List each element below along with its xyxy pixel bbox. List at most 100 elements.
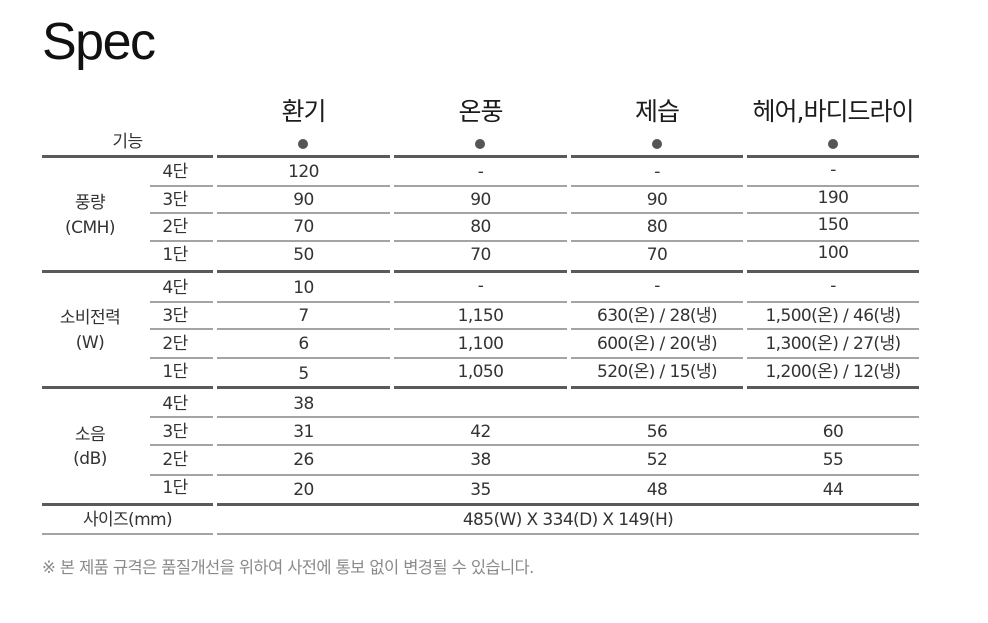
divider [394,270,567,273]
airflow-cell: 70 [646,245,668,265]
noise-cell: 55 [822,450,844,470]
step-label: 4단 [162,278,188,298]
divider [217,155,390,158]
divider [571,357,743,359]
step-label: 2단 [162,334,188,354]
airflow-cell: 80 [646,217,668,237]
section-label-noise: 소음 [74,425,106,445]
power-cell: 7 [298,306,309,326]
noise-cell: 42 [470,422,491,442]
divider [42,503,213,506]
divider [42,270,213,273]
noise-cell: 48 [646,480,668,500]
divider [217,444,919,446]
divider [394,185,567,187]
power-cell: 520(온) / 15(냉) [596,362,718,382]
divider [571,185,743,187]
noise-cell [747,390,919,418]
power-cell: 1,200(온) / 12(냉) [765,362,901,382]
section-label-airflow: 풍량 [74,193,106,213]
divider [42,386,213,389]
power-cell: 1,500(온) / 46(냉) [765,306,901,326]
divider [747,240,919,242]
divider [42,533,213,535]
divider [394,155,567,158]
divider [571,270,743,273]
power-cell: 1,050 [457,362,504,382]
divider [150,328,213,330]
feature-dot-icon [475,139,485,149]
power-cell: - [654,276,660,296]
power-cell: 10 [293,278,314,298]
noise-cell [571,390,743,418]
divider [571,386,743,389]
divider [394,240,567,242]
divider [217,270,390,273]
divider [747,155,919,158]
feature-label: 기능 [112,132,143,152]
step-label: 3단 [162,190,188,210]
step-label: 3단 [162,422,188,442]
column-header-hair-body-dry: 헤어,바디드라이 [752,97,915,126]
noise-cell [394,390,567,418]
power-cell: 630(온) / 28(냉) [596,306,718,326]
divider [217,301,390,303]
divider [747,185,919,187]
divider [217,503,919,506]
airflow-cell: - [477,162,484,182]
noise-cell: 60 [822,422,844,442]
power-cell: 6 [298,334,309,354]
divider [747,270,919,273]
airflow-cell: 100 [817,243,849,263]
noise-cell: 35 [470,480,491,500]
size-value: 485(W) X 334(D) X 149(H) [462,510,674,530]
airflow-cell: 80 [470,217,491,237]
noise-cell: 26 [293,450,314,470]
disclaimer-note: ※ 본 제품 규격은 품질개선을 위하여 사전에 통보 없이 변경될 수 있습니… [42,558,534,577]
divider [394,301,567,303]
divider [747,301,919,303]
noise-cell: 56 [646,422,668,442]
airflow-cell: 120 [288,162,319,182]
divider [571,240,743,242]
divider [394,357,567,359]
divider [217,185,390,187]
feature-dot-icon [298,139,308,149]
power-cell: - [830,276,836,296]
airflow-cell: - [654,162,660,182]
divider [394,386,567,389]
power-cell: 1,150 [457,306,504,326]
step-label: 3단 [162,306,188,326]
step-label: 4단 [162,162,188,182]
divider [217,357,390,359]
airflow-cell: - [830,160,836,180]
power-cell: - [477,276,484,296]
divider [394,328,567,330]
divider [571,328,743,330]
divider [217,240,390,242]
divider [150,474,213,476]
column-header-dehumidify: 제습 [634,97,680,126]
divider [150,357,213,359]
feature-dot-icon [828,139,838,149]
divider [150,444,213,446]
section-unit-power: (W) [75,333,105,353]
divider [747,328,919,330]
divider [217,386,390,389]
section-unit-noise: (dB) [73,449,107,469]
airflow-cell: 90 [470,190,491,210]
airflow-cell: 70 [470,245,491,265]
step-label: 1단 [162,245,188,265]
page-title: Spec [42,13,156,71]
divider [747,212,919,214]
airflow-cell: 190 [817,188,849,208]
noise-cell: 52 [646,450,668,470]
step-label: 2단 [162,217,188,237]
step-label: 1단 [162,478,188,498]
divider [217,416,919,418]
divider [217,533,919,535]
divider [150,185,213,187]
size-label: 사이즈(mm) [82,510,173,530]
step-label: 4단 [162,394,188,414]
noise-cell: 38 [470,450,491,470]
